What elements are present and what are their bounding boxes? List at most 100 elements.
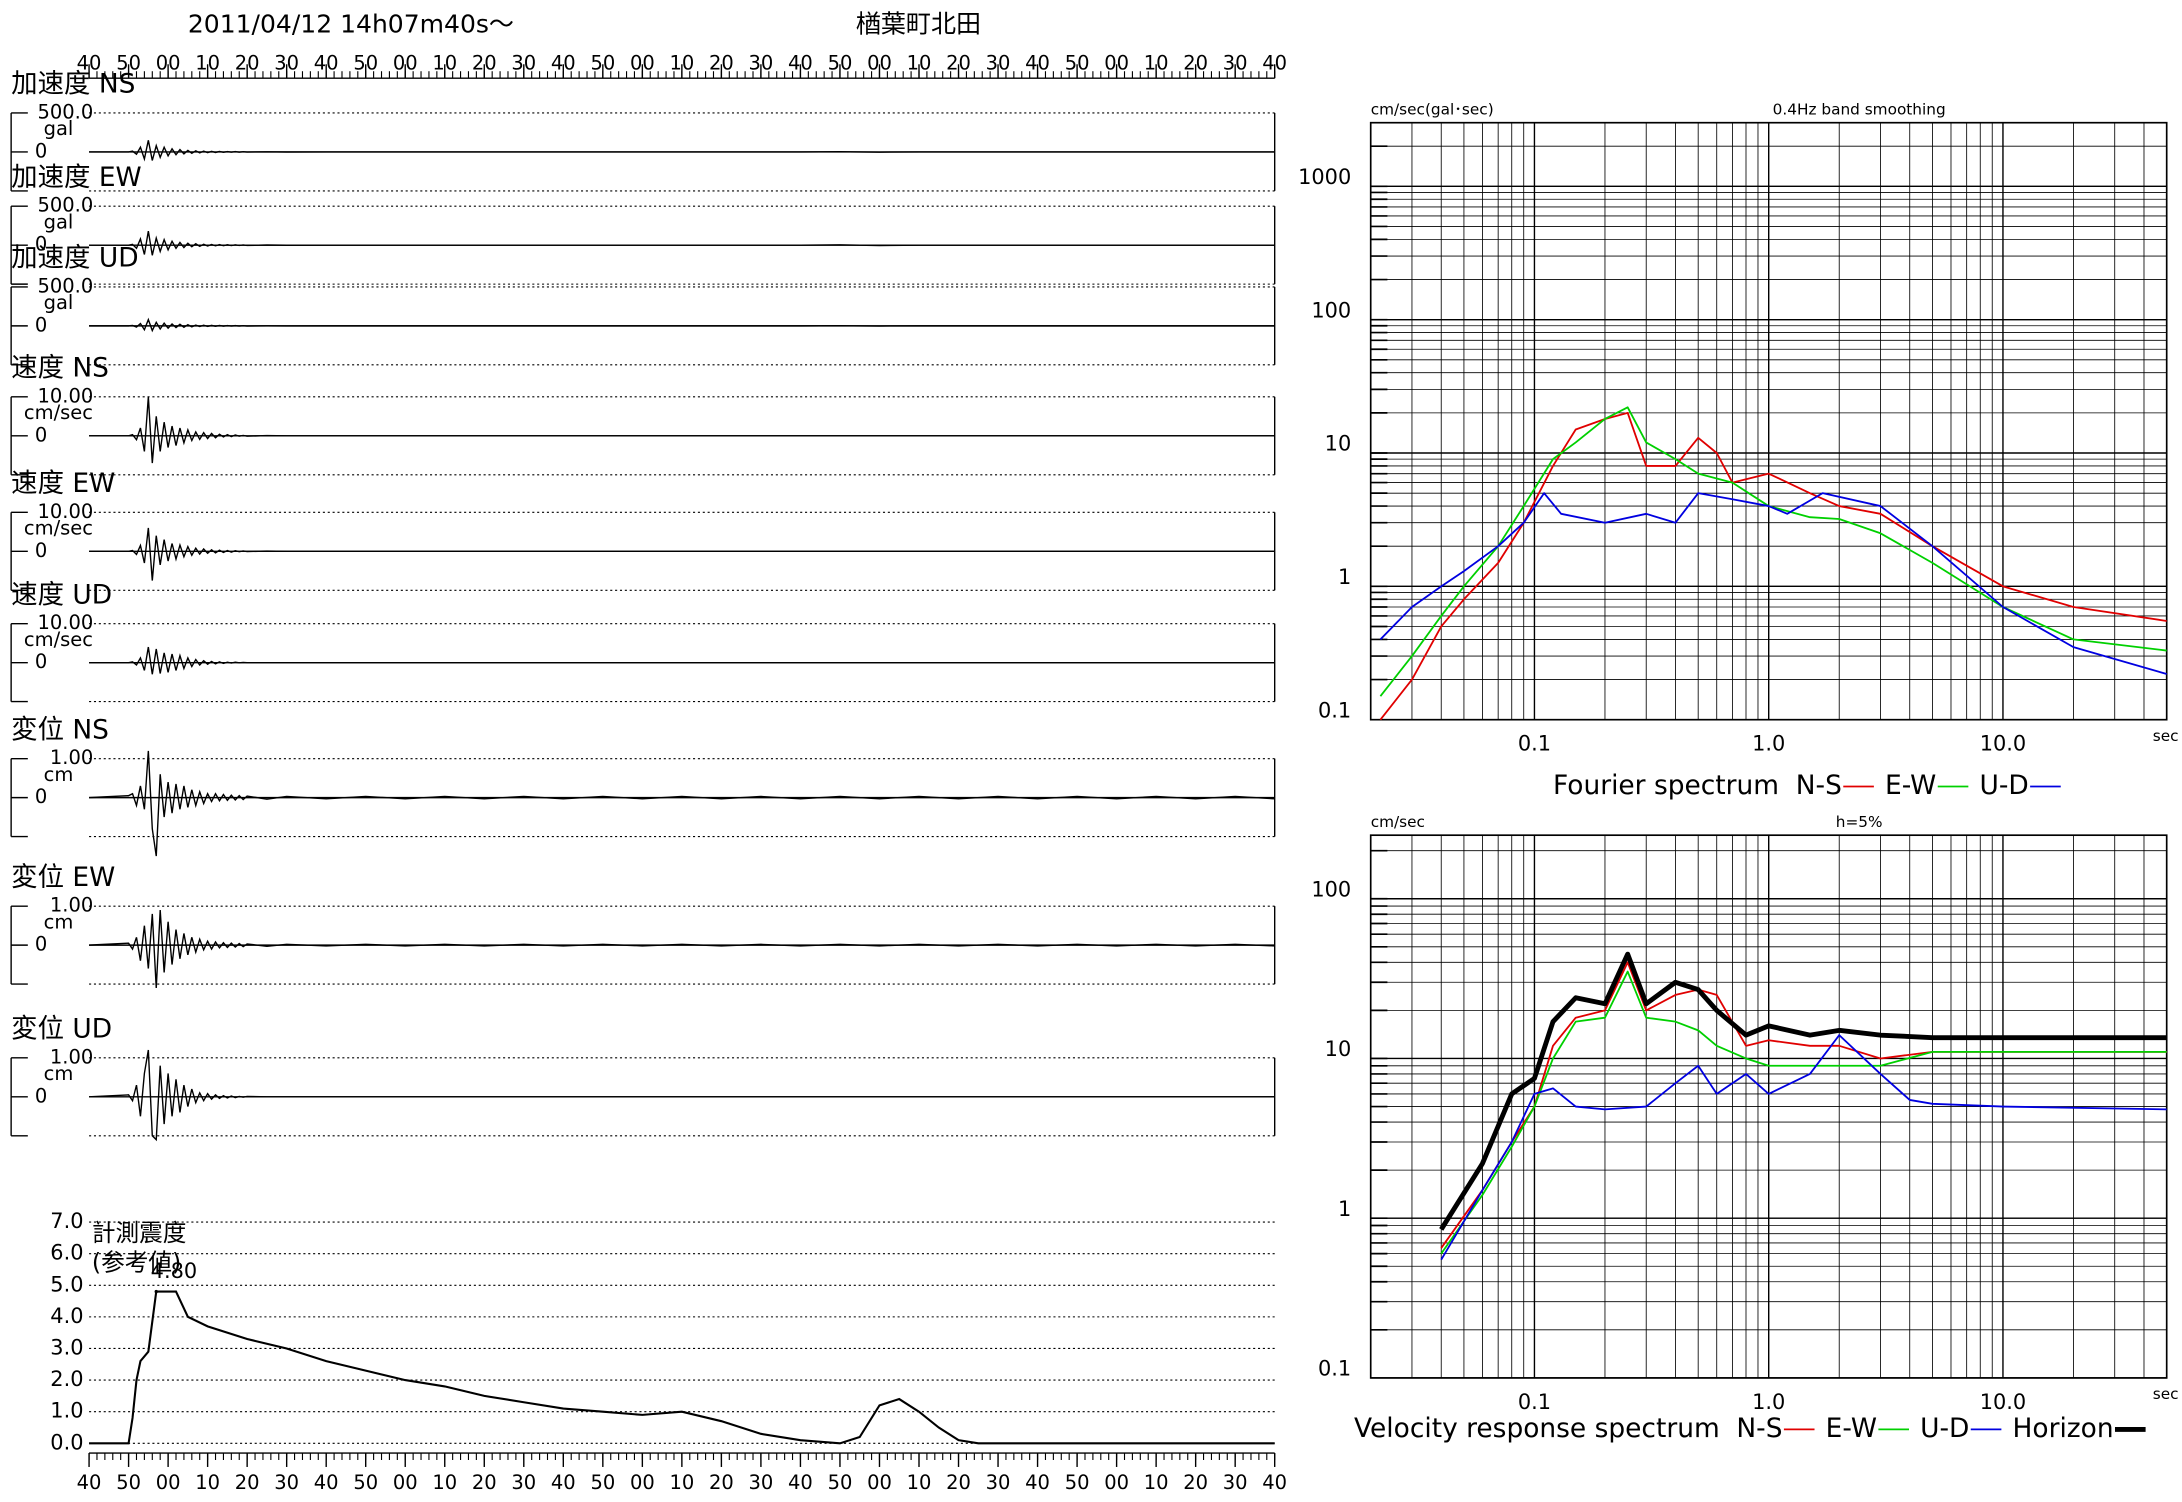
y-tick-label: 2.0: [50, 1367, 83, 1391]
time-tick-label: 20: [709, 52, 734, 75]
unit-label: cm/sec: [24, 401, 93, 424]
intensity-line: [89, 1290, 1275, 1445]
time-tick-label: 40: [314, 1471, 339, 1494]
y-tick-label: 10: [1325, 1037, 1352, 1061]
y-tick-label: 0: [35, 933, 47, 956]
y-tick-label: 0: [35, 785, 47, 808]
time-tick-label: 00: [867, 52, 892, 75]
trace-name: 加速度 EW: [11, 162, 142, 193]
time-tick-label: 30: [749, 1471, 774, 1494]
x-axis-label: sec: [2153, 727, 2179, 745]
y-tick-label: 0: [35, 1084, 47, 1107]
unit-label: cm/sec: [24, 628, 93, 651]
time-tick-label: 20: [472, 52, 497, 75]
time-tick-label: 00: [630, 52, 655, 75]
time-tick-label: 10: [907, 52, 932, 75]
y-tick-label: 1.0: [50, 1399, 83, 1423]
station-name: 楢葉町北田: [856, 9, 981, 38]
waveform: [89, 317, 1275, 333]
time-tick-label: 30: [1223, 1471, 1248, 1494]
time-tick-label: 50: [116, 1471, 141, 1494]
time-tick-label: 50: [353, 1471, 378, 1494]
y-tick-label: 1: [1338, 565, 1351, 589]
unit-label: gal: [44, 291, 74, 314]
waveform: [89, 1049, 1275, 1142]
time-tick-label: 00: [393, 52, 418, 75]
time-tick-label: 10: [907, 1471, 932, 1494]
legend-label: U-D: [1979, 770, 2028, 801]
spectrum-line: [1440, 1034, 2167, 1261]
y-tick-label: 500.0: [37, 100, 93, 123]
peak-label: 4.80: [151, 1259, 197, 1283]
unit-label: cm: [44, 910, 74, 933]
y-tick-label: 0: [35, 233, 47, 256]
y-tick-label: 10: [1325, 432, 1352, 456]
spectrum-line: [1439, 951, 2167, 1231]
time-tick-label: 30: [511, 52, 536, 75]
time-tick-label: 40: [1025, 52, 1050, 75]
time-tick-label: 40: [551, 1471, 576, 1494]
time-tick-label: 30: [274, 1471, 299, 1494]
unit-label: gal: [44, 117, 74, 140]
x-tick-label: 1.0: [1752, 1390, 1785, 1414]
trace-name: 速度 NS: [11, 353, 109, 384]
waveform: [89, 140, 1275, 162]
time-tick-label: 20: [235, 52, 260, 75]
time-tick-label: 00: [1104, 52, 1129, 75]
time-tick-label: 40: [1262, 52, 1287, 75]
x-tick-label: 10.0: [1980, 1390, 2026, 1414]
plot-title: h=5%: [1836, 813, 1883, 831]
time-tick-label: 00: [630, 1471, 655, 1494]
unit-label: cm/sec: [24, 517, 93, 540]
y-tick-label: 7.0: [50, 1209, 83, 1233]
peak-point: [154, 1289, 158, 1294]
time-tick-label: 10: [195, 52, 220, 75]
time-tick-label: 50: [1065, 52, 1090, 75]
y-tick-label: 3.0: [50, 1335, 83, 1359]
time-tick-label: 00: [393, 1471, 418, 1494]
time-tick-label: 20: [1183, 52, 1208, 75]
time-tick-label: 50: [590, 1471, 615, 1494]
time-tick-label: 40: [77, 52, 102, 75]
spectrum-line: [1440, 970, 2167, 1255]
plot-title: 0.4Hz band smoothing: [1773, 101, 1946, 119]
time-tick-label: 20: [709, 1471, 734, 1494]
time-tick-label: 00: [867, 1471, 892, 1494]
waveform: [89, 910, 1275, 989]
trace-name: 速度 EW: [11, 468, 115, 499]
time-tick-label: 30: [986, 52, 1011, 75]
legend-label: U-D: [1920, 1413, 1969, 1444]
time-tick-label: 00: [156, 52, 181, 75]
legend-label: N-S: [1736, 1413, 1782, 1444]
time-tick-label: 00: [1104, 1471, 1129, 1494]
waveform: [89, 231, 1275, 256]
time-tick-label: 50: [353, 52, 378, 75]
time-tick-label: 20: [946, 52, 971, 75]
trace-name: 変位 NS: [11, 714, 109, 745]
unit-label: gal: [44, 210, 74, 233]
waveform: [89, 527, 1275, 581]
trace-name: 加速度 UD: [11, 243, 138, 274]
waveform: [89, 646, 1275, 675]
y-tick-label: 0.1: [1318, 1357, 1351, 1381]
x-tick-label: 1.0: [1752, 732, 1785, 756]
y-axis-label: cm/sec: [1371, 813, 1425, 831]
trace-name: 変位 EW: [11, 862, 115, 893]
time-tick-label: 50: [116, 52, 141, 75]
time-tick-label: 40: [77, 1471, 102, 1494]
time-tick-label: 20: [472, 1471, 497, 1494]
time-tick-label: 10: [432, 1471, 457, 1494]
time-tick-label: 30: [749, 52, 774, 75]
y-tick-label: 6.0: [50, 1241, 83, 1265]
y-tick-label: 4.0: [50, 1304, 83, 1328]
y-tick-label: 5.0: [50, 1272, 83, 1296]
y-label-note: (参考値): [92, 1248, 181, 1276]
time-tick-label: 20: [946, 1471, 971, 1494]
trace-name: 変位 UD: [11, 1014, 112, 1045]
record-time: 2011/04/12 14h07m40s〜: [188, 9, 514, 38]
x-tick-label: 10.0: [1980, 732, 2026, 756]
time-tick-label: 30: [1223, 52, 1248, 75]
time-tick-label: 50: [590, 52, 615, 75]
